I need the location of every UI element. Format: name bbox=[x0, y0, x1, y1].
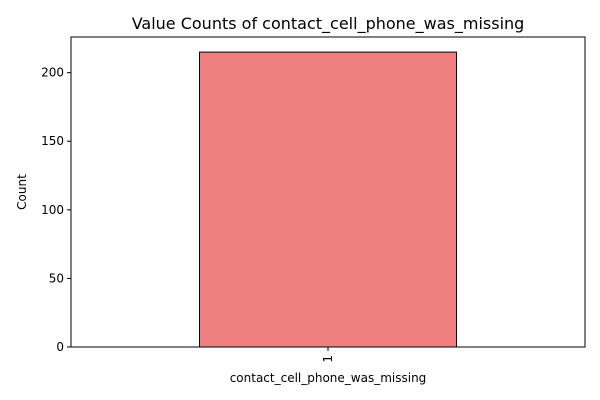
y-tick-label: 0 bbox=[56, 340, 64, 354]
y-axis-label: Count bbox=[15, 174, 29, 210]
chart-title: Value Counts of contact_cell_phone_was_m… bbox=[132, 14, 525, 34]
y-tick-label: 200 bbox=[41, 66, 64, 80]
x-axis-label: contact_cell_phone_was_missing bbox=[230, 371, 427, 385]
bar-1 bbox=[199, 51, 457, 348]
y-axis: 0 50 100 150 200 bbox=[41, 66, 71, 354]
y-tick-label: 50 bbox=[49, 271, 64, 285]
y-tick-label: 100 bbox=[41, 203, 64, 217]
plot-area bbox=[199, 51, 457, 348]
y-tick-label: 150 bbox=[41, 134, 64, 148]
x-axis: 1 bbox=[321, 347, 335, 363]
x-tick-label: 1 bbox=[321, 355, 335, 363]
